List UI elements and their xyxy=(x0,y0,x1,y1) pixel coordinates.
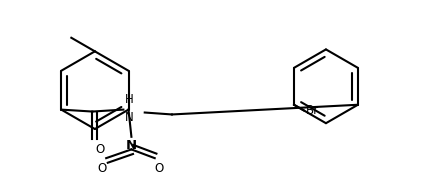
Text: O: O xyxy=(95,143,104,156)
Text: N: N xyxy=(125,111,134,124)
Text: H: H xyxy=(125,93,134,106)
Text: O: O xyxy=(154,162,163,175)
Text: N: N xyxy=(126,139,137,152)
Text: O: O xyxy=(98,162,107,175)
Text: Br: Br xyxy=(306,104,319,117)
